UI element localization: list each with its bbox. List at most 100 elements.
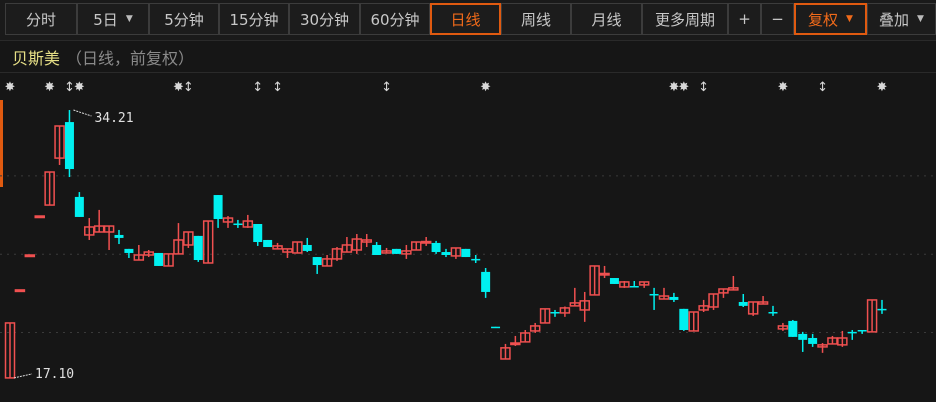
button-label: 复权	[808, 10, 839, 29]
candle-body	[282, 248, 293, 253]
period-button-8[interactable]: 月线	[571, 3, 642, 35]
candle-body	[658, 295, 670, 300]
period-button-5[interactable]: 60分钟	[360, 3, 430, 35]
candle-body	[708, 293, 719, 308]
arrow-updown-icon: ↕	[698, 80, 709, 95]
candle-body	[638, 281, 650, 286]
candle-body	[292, 241, 303, 254]
candle-body	[124, 248, 134, 253]
button-label: 周线	[520, 10, 551, 29]
candle-body	[510, 342, 521, 346]
candle-body	[361, 239, 372, 243]
candle-body	[84, 226, 95, 236]
period-button-10[interactable]: +	[728, 3, 761, 35]
candle-body	[163, 253, 174, 267]
candle-body	[411, 241, 422, 251]
button-label: 60分钟	[370, 10, 420, 29]
candle-body	[420, 240, 432, 244]
candle-body	[520, 332, 531, 343]
candle-body	[798, 333, 808, 340]
candle-body	[827, 337, 838, 345]
period-toolbar: 分时 5日 ▼ 5分钟 15分钟 30分钟 60分钟 日线 周线 月线 更多周期 + − 复权 ▼ 叠加 ▼	[0, 0, 936, 40]
period-button-12[interactable]: 复权 ▼	[794, 3, 867, 35]
button-label: 叠加	[879, 10, 910, 29]
period-button-9[interactable]: 更多周期	[642, 3, 728, 35]
candle-body	[857, 329, 867, 332]
candle-body	[491, 326, 501, 329]
period-button-7[interactable]: 周线	[501, 3, 571, 35]
caret-down-icon: ▼	[846, 14, 853, 24]
candle-body	[728, 287, 739, 291]
period-button-11[interactable]: −	[761, 3, 794, 35]
button-label: 分时	[25, 10, 56, 29]
candle-body	[34, 215, 45, 219]
candle-body	[441, 252, 451, 256]
candle-body	[619, 281, 630, 288]
candle-body	[331, 248, 343, 260]
candle-body	[183, 231, 194, 246]
candle-body	[777, 325, 789, 330]
candle-body	[202, 220, 214, 264]
period-button-0[interactable]: 分时	[5, 3, 77, 35]
candle-body	[529, 325, 541, 332]
candle-body	[143, 251, 154, 256]
candle-body	[450, 247, 462, 257]
candle-body	[559, 307, 571, 314]
candle-body	[698, 305, 709, 311]
candle-body	[461, 248, 471, 258]
candle-body	[263, 239, 273, 248]
candle-body	[93, 225, 105, 233]
candle-body	[431, 242, 441, 253]
candle-body	[788, 320, 798, 337]
candle-body	[550, 311, 560, 314]
button-label: +	[738, 10, 751, 28]
candle-body	[372, 244, 382, 256]
candle-body	[321, 258, 333, 267]
candle-body	[24, 254, 36, 258]
candle-body	[381, 250, 392, 254]
candle-body	[500, 347, 511, 360]
period-button-3[interactable]: 15分钟	[219, 3, 289, 35]
candle-body	[312, 257, 322, 266]
candle-body	[569, 302, 581, 307]
period-button-13[interactable]: 叠加 ▼	[867, 3, 936, 35]
annotation-arrow	[73, 109, 92, 117]
candle-body	[718, 288, 729, 294]
candle-body	[103, 225, 115, 233]
candle-body	[341, 244, 353, 253]
period-button-4[interactable]: 30分钟	[289, 3, 360, 35]
candle-body	[391, 248, 401, 254]
candle-body	[817, 344, 828, 348]
star-icon: ✸	[5, 80, 16, 95]
candle-body	[768, 311, 778, 314]
chart-subtitle: （日线，前复权）	[66, 48, 195, 68]
period-button-6[interactable]: 日线	[430, 3, 501, 35]
candle-body	[302, 244, 312, 251]
button-label: 日线	[450, 10, 481, 29]
chart-title-bar: 贝斯美 （日线，前复权）	[0, 40, 936, 73]
candle-body	[747, 301, 759, 315]
candle-body	[649, 293, 659, 296]
arrow-updown-icon: ↕	[381, 80, 392, 95]
candle-body	[481, 271, 491, 292]
arrow-updown-icon: ↕	[183, 80, 194, 95]
candle-body	[669, 296, 679, 300]
arrow-updown-icon: ↕	[252, 80, 263, 95]
star-icon: ✸	[668, 80, 679, 95]
button-label: 15分钟	[229, 10, 279, 29]
period-button-2[interactable]: 5分钟	[149, 3, 219, 35]
button-label: 5日	[93, 10, 118, 29]
candle-body	[679, 308, 689, 330]
candle-body	[114, 234, 124, 238]
star-icon: ✸	[173, 80, 184, 95]
candle-body	[539, 308, 551, 324]
button-label: 30分钟	[299, 10, 350, 29]
button-label: 更多周期	[654, 10, 715, 29]
arrow-updown-icon: ↕	[817, 80, 828, 95]
candle-body	[213, 195, 223, 219]
candle-body	[173, 239, 184, 255]
candle-body	[401, 250, 412, 255]
period-button-1[interactable]: 5日 ▼	[77, 3, 149, 35]
candle-body	[629, 286, 639, 288]
